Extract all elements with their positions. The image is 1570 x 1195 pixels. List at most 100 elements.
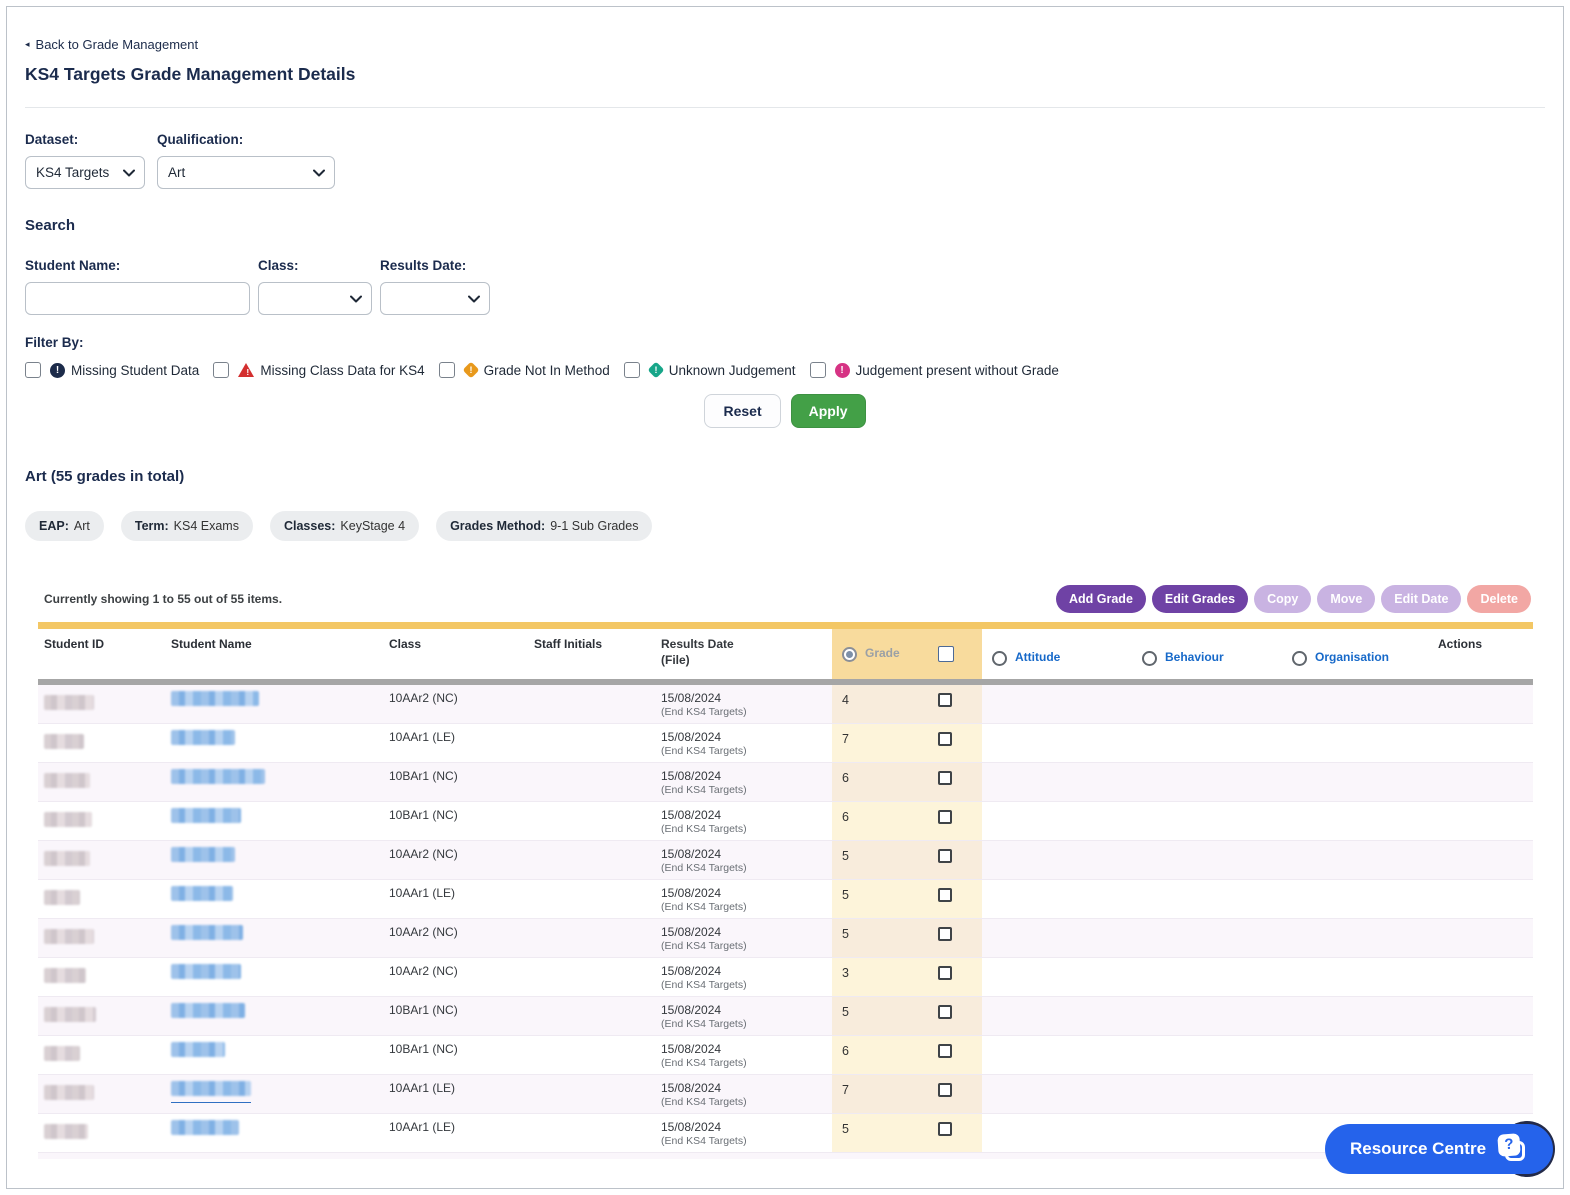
context-pills: EAP: Art Term: KS4 Exams Classes: KeySta… [25, 511, 1545, 541]
student-id-cell [38, 1075, 165, 1113]
organisation-radio[interactable] [1292, 651, 1307, 666]
grade-value: 5 [842, 849, 849, 863]
row-select-checkbox[interactable] [938, 732, 952, 746]
results-date-cell: 15/08/2024 (End KS4 Targets) [655, 802, 832, 840]
behaviour-cell [1132, 763, 1282, 801]
results-date-cell: 15/08/2024 (End KS4 Targets) [655, 997, 832, 1035]
class-cell: 10BAr1 (NC) [383, 802, 528, 840]
attitude-radio[interactable] [992, 651, 1007, 666]
staff-initials-cell [528, 1036, 655, 1074]
apply-button[interactable]: Apply [791, 394, 866, 428]
organisation-cell [1282, 802, 1432, 840]
grade-radio[interactable] [842, 647, 857, 662]
table-action-button[interactable]: Add Grade [1056, 585, 1146, 613]
redacted-student-name[interactable] [171, 730, 235, 745]
select-all-checkbox[interactable] [938, 646, 954, 662]
attitude-cell [982, 1114, 1132, 1152]
redacted-student-name[interactable] [171, 769, 265, 784]
table-action-button[interactable]: Delete [1467, 585, 1531, 613]
filter-checkbox[interactable] [439, 362, 455, 378]
showing-count-text: Currently showing 1 to 55 out of 55 item… [44, 592, 282, 606]
student-name-cell [165, 763, 383, 801]
class-cell: 10BAr1 (NC) [383, 1036, 528, 1074]
student-name-cell [165, 997, 383, 1035]
redacted-student-name[interactable] [171, 808, 241, 823]
behaviour-cell [1132, 1036, 1282, 1074]
results-date-cell: 15/08/2024 (End KS4 Targets) [655, 763, 832, 801]
table-row: 10BAr1 (NC) 15/08/2024 (End KS4 Targets)… [38, 997, 1533, 1036]
row-select-checkbox[interactable] [938, 888, 952, 902]
filter-option: Missing Student Data [25, 362, 199, 378]
table-row: 10AAr2 (NC) 15/08/2024 (End KS4 Targets)… [38, 919, 1533, 958]
row-select-checkbox[interactable] [938, 1122, 952, 1136]
col-header-results-date: Results Date (File) [655, 629, 832, 679]
attitude-cell [982, 919, 1132, 957]
filter-option-label: Missing Student Data [71, 363, 199, 378]
redacted-student-id [44, 851, 90, 866]
help-chat-icon: ? [1498, 1134, 1528, 1164]
behaviour-radio[interactable] [1142, 651, 1157, 666]
class-cell: 10AAr2 (NC) [383, 958, 528, 996]
table-action-button[interactable]: Move [1317, 585, 1375, 613]
filter-status-icon [238, 363, 254, 377]
class-select[interactable] [258, 282, 372, 315]
row-select-checkbox[interactable] [938, 1005, 952, 1019]
redacted-student-name[interactable] [171, 1120, 239, 1135]
redacted-student-name[interactable] [171, 1003, 245, 1018]
row-select-checkbox[interactable] [938, 1083, 952, 1097]
page-frame: ◂ Back to Grade Management KS4 Targets G… [6, 6, 1564, 1189]
grade-value: 3 [842, 966, 849, 980]
filter-checkbox[interactable] [624, 362, 640, 378]
col-header-actions: Actions [1432, 629, 1533, 679]
reset-button[interactable]: Reset [704, 394, 780, 428]
redacted-student-name[interactable] [171, 925, 243, 940]
redacted-student-id [44, 1085, 94, 1100]
student-name-cell [165, 1114, 383, 1152]
row-select-checkbox[interactable] [938, 1044, 952, 1058]
redacted-student-name[interactable] [171, 691, 259, 706]
actions-cell [1432, 997, 1533, 1035]
pill-label: EAP: [39, 519, 69, 533]
results-date-cell: 15/08/2024 (End KS4 Targets) [655, 841, 832, 879]
behaviour-cell [1132, 841, 1282, 879]
qualification-select[interactable]: Art [157, 156, 335, 189]
table-action-button[interactable]: Edit Grades [1152, 585, 1248, 613]
back-link[interactable]: ◂ Back to Grade Management [25, 37, 198, 52]
class-cell: 10BAr1 (NC) [383, 763, 528, 801]
staff-initials-cell [528, 724, 655, 762]
redacted-student-name[interactable] [171, 1081, 251, 1096]
filter-checkbox[interactable] [25, 362, 41, 378]
behaviour-cell [1132, 724, 1282, 762]
row-select-checkbox[interactable] [938, 849, 952, 863]
filter-checkbox[interactable] [213, 362, 229, 378]
table-action-buttons: Add Grade Edit Grades Copy Move Edit Dat… [1056, 585, 1531, 613]
redacted-student-name[interactable] [171, 1042, 225, 1057]
results-date-cell: 15/08/2024 (End KS4 Targets) [655, 919, 832, 957]
grade-value: 6 [842, 1044, 849, 1058]
filter-status-icon [647, 362, 664, 379]
row-select-checkbox[interactable] [938, 810, 952, 824]
dataset-select[interactable]: KS4 Targets [25, 156, 145, 189]
organisation-cell [1282, 1075, 1432, 1113]
redacted-student-name[interactable] [171, 964, 241, 979]
row-select-checkbox[interactable] [938, 927, 952, 941]
student-name-cell [165, 685, 383, 723]
row-select-checkbox[interactable] [938, 771, 952, 785]
attitude-cell [982, 724, 1132, 762]
table-action-button[interactable]: Copy [1254, 585, 1311, 613]
results-date-select[interactable] [380, 282, 490, 315]
grade-cell: 5 [832, 919, 982, 957]
student-name-input[interactable] [25, 282, 250, 315]
back-link-label: Back to Grade Management [36, 37, 199, 52]
row-select-checkbox[interactable] [938, 693, 952, 707]
actions-cell [1432, 1075, 1533, 1113]
behaviour-cell [1132, 997, 1282, 1035]
table-action-button[interactable]: Edit Date [1381, 585, 1461, 613]
filter-option: Missing Class Data for KS4 [213, 362, 424, 378]
row-select-checkbox[interactable] [938, 966, 952, 980]
attitude-cell [982, 1075, 1132, 1113]
redacted-student-name[interactable] [171, 847, 235, 862]
redacted-student-name[interactable] [171, 886, 233, 901]
filter-checkbox[interactable] [810, 362, 826, 378]
resource-centre-button[interactable]: Resource Centre ? [1325, 1124, 1553, 1174]
